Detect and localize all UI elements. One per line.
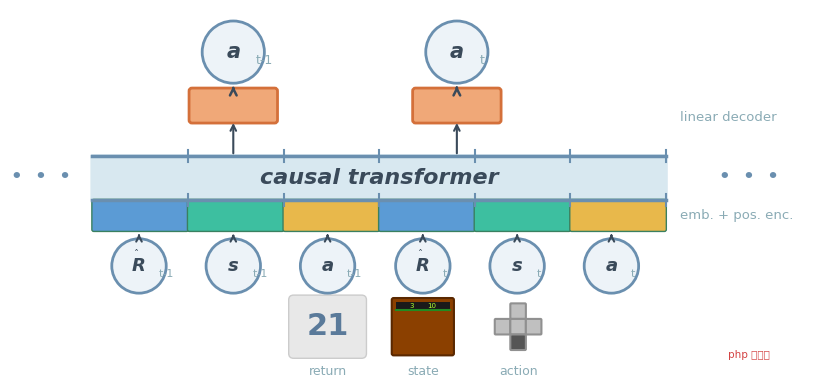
FancyBboxPatch shape — [379, 199, 475, 231]
Text: action: action — [499, 365, 537, 378]
Circle shape — [112, 239, 166, 293]
Text: t-1: t-1 — [256, 54, 273, 67]
Text: t-1: t-1 — [159, 268, 174, 279]
Text: a: a — [227, 42, 240, 62]
Text: t: t — [479, 54, 484, 67]
Text: emb. + pos. enc.: emb. + pos. enc. — [681, 209, 794, 222]
FancyBboxPatch shape — [526, 319, 541, 335]
Circle shape — [395, 239, 450, 293]
FancyBboxPatch shape — [283, 199, 380, 231]
Circle shape — [301, 239, 355, 293]
Text: 3: 3 — [409, 303, 413, 309]
Text: s: s — [512, 257, 522, 275]
Text: •  •  •: • • • — [11, 168, 71, 186]
Text: a: a — [450, 42, 464, 62]
Text: t: t — [631, 268, 636, 279]
Text: 21: 21 — [306, 312, 349, 341]
FancyBboxPatch shape — [510, 319, 526, 335]
Text: state: state — [407, 365, 438, 378]
FancyBboxPatch shape — [92, 199, 188, 231]
Text: return: return — [309, 365, 346, 378]
Text: R: R — [132, 257, 146, 275]
Text: 10: 10 — [427, 303, 436, 309]
FancyBboxPatch shape — [495, 319, 510, 335]
FancyBboxPatch shape — [189, 88, 278, 123]
Text: t-1: t-1 — [253, 268, 268, 279]
Bar — [395, 302, 450, 310]
Text: php 中文网: php 中文网 — [728, 350, 769, 360]
FancyBboxPatch shape — [90, 154, 667, 202]
Text: linear decoder: linear decoder — [681, 111, 777, 124]
Circle shape — [584, 239, 639, 293]
FancyBboxPatch shape — [510, 335, 526, 350]
Text: a: a — [606, 257, 618, 275]
Circle shape — [425, 21, 488, 83]
FancyBboxPatch shape — [570, 199, 667, 231]
Circle shape — [206, 239, 261, 293]
Text: t: t — [537, 268, 541, 279]
FancyBboxPatch shape — [510, 303, 526, 319]
Text: •  •  •: • • • — [719, 168, 778, 186]
Text: R: R — [416, 257, 430, 275]
FancyBboxPatch shape — [412, 88, 501, 123]
Circle shape — [202, 21, 264, 83]
Text: a: a — [321, 257, 333, 275]
Text: s: s — [228, 257, 239, 275]
FancyBboxPatch shape — [187, 199, 284, 231]
Text: causal transformer: causal transformer — [260, 168, 499, 188]
Text: t: t — [443, 268, 447, 279]
FancyBboxPatch shape — [289, 295, 367, 358]
FancyBboxPatch shape — [474, 199, 570, 231]
FancyBboxPatch shape — [392, 298, 454, 356]
Circle shape — [490, 239, 544, 293]
Text: t-1: t-1 — [347, 268, 363, 279]
